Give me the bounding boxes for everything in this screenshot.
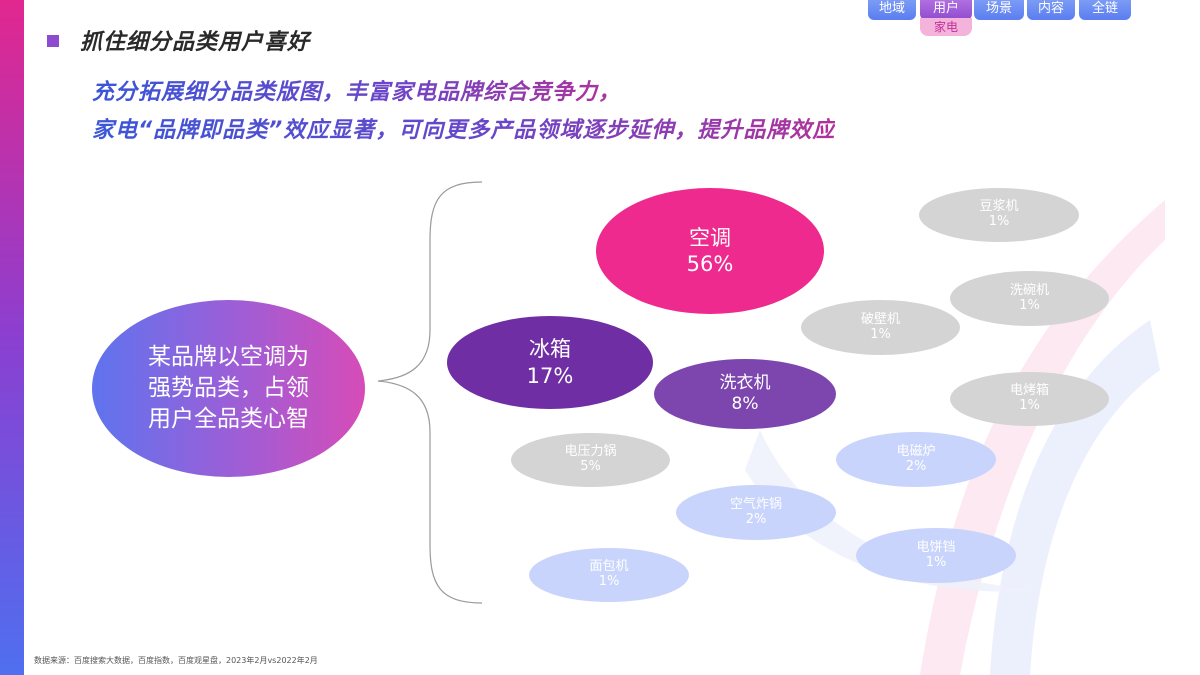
subtitle-line-2: 家电“品牌即品类”效应显著，可向更多产品领域逐步延伸，提升品牌效应	[92, 112, 835, 144]
bubble-label: 冰箱	[529, 337, 571, 362]
bubble-washing-machine: 洗衣机 8%	[654, 359, 836, 429]
nav-tab-scene[interactable]: 场景	[974, 0, 1024, 20]
title-bullet-square	[47, 35, 59, 47]
bubble-air-conditioner: 空调 56%	[596, 188, 824, 314]
bubble-value: 1%	[988, 214, 1010, 229]
nav-tab-full-chain[interactable]: 全链	[1079, 0, 1131, 20]
bubble-label: 电饼铛	[916, 539, 956, 555]
bubble-label: 电烤箱	[1009, 383, 1049, 399]
bubble-blender: 破壁机 1%	[801, 300, 960, 355]
center-text-line-3: 用户全品类心智	[148, 406, 309, 433]
nav-tab-region[interactable]: 地域	[868, 0, 916, 20]
bubble-value: 2%	[745, 511, 767, 527]
bubble-value: 1%	[925, 554, 947, 570]
bubble-label: 面包机	[589, 559, 629, 575]
subtitle-line-1: 充分拓展细分品类版图，丰富家电品牌综合竞争力，	[92, 74, 621, 106]
bubble-label: 破壁机	[860, 311, 900, 327]
bubble-value: 1%	[1019, 398, 1040, 413]
bubble-electric-oven: 电烤箱 1%	[950, 372, 1109, 426]
nav-subtab-appliance[interactable]: 家电	[920, 18, 972, 36]
bubble-label: 空调	[689, 225, 731, 250]
nav-tab-content[interactable]: 内容	[1027, 0, 1075, 20]
bubble-refrigerator: 冰箱 17%	[447, 316, 653, 409]
center-text-line-2: 强势品类，占领	[148, 374, 309, 401]
bubble-value: 5%	[580, 459, 601, 474]
bubble-label: 豆浆机	[979, 199, 1019, 215]
bubble-air-fryer: 空气炸锅 2%	[676, 485, 836, 540]
bubble-value: 17%	[526, 363, 574, 388]
bubble-label: 洗碗机	[1009, 282, 1049, 298]
bubble-label: 洗衣机	[719, 372, 771, 393]
bubble-label: 电压力锅	[564, 444, 617, 460]
page-title: 抓住细分品类用户喜好	[80, 30, 311, 55]
bubble-value: 1%	[870, 326, 891, 342]
bubble-label: 电磁炉	[896, 443, 936, 459]
data-source-footnote: 数据来源：百度搜索大数据，百度指数，百度观星盘，2023年2月vs2022年2月	[34, 656, 318, 665]
bubble-value: 1%	[1019, 297, 1040, 313]
bubble-label: 空气炸锅	[729, 496, 782, 512]
bubble-induction-cooker: 电磁炉 2%	[836, 432, 996, 487]
center-text-line-1: 某品牌以空调为	[148, 343, 309, 370]
bubble-value: 56%	[686, 252, 734, 276]
bubble-value: 1%	[598, 574, 620, 589]
bubble-electric-griddle: 电饼铛 1%	[856, 528, 1016, 583]
bubble-value: 2%	[905, 458, 927, 474]
bubble-bread-maker: 面包机 1%	[529, 548, 689, 602]
bubble-soymilk-maker: 豆浆机 1%	[919, 188, 1079, 242]
bubble-pressure-cooker: 电压力锅 5%	[511, 433, 670, 487]
bubble-dishwasher: 洗碗机 1%	[950, 271, 1109, 326]
center-node-brand-summary: 某品牌以空调为 强势品类，占领 用户全品类心智	[92, 300, 365, 477]
nav-tab-user[interactable]: 用户	[920, 0, 972, 20]
left-accent-bar	[0, 0, 24, 675]
bubble-value: 8%	[731, 394, 759, 414]
